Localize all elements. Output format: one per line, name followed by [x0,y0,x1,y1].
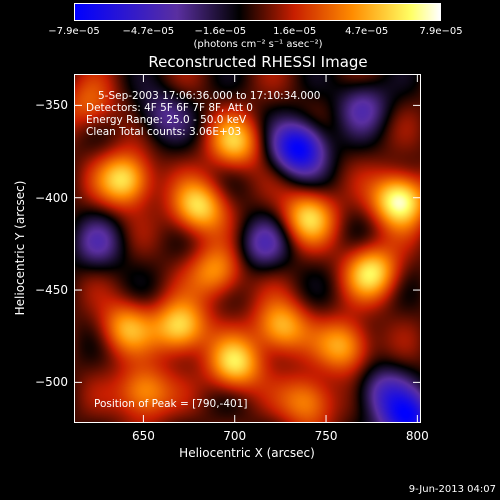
plot-area: 5-Sep-2003 17:06:36.000 to 17:10:34.000 … [74,74,421,423]
y-tick-label: −500 [35,375,68,390]
colorbar-tick-label: −7.9e−05 [48,26,100,37]
x-tick-label: 650 [131,429,155,443]
info-line-detectors: Detectors: 4F 5F 6F 7F 8F, Att 0 [86,102,253,115]
footer-timestamp: 9-Jun-2013 04:07 [408,484,496,495]
peak-position-text: Position of Peak = [790,-401] [94,398,248,410]
plot-title: Reconstructed RHESSI Image [148,53,368,71]
x-axis-title: Heliocentric X (arcsec) [179,446,315,460]
colorbar-tick-label: −1.6e−05 [194,26,247,37]
x-tick-labels: 650 700 750 800 [74,429,429,444]
colorbar-unit-label: (photons cm⁻² s⁻¹ asec⁻²) [193,39,323,50]
plot-axes [74,74,421,423]
y-tick-labels: −350 −400 −450 −500 [10,74,68,423]
colorbar [74,3,441,21]
y-tick-label: −450 [35,283,68,298]
info-line-time: 5-Sep-2003 17:06:36.000 to 17:10:34.000 [98,90,321,102]
colorbar-tick-label: 1.6e−05 [273,26,317,37]
info-line-energy: Energy Range: 25.0 - 50.0 keV [86,114,247,127]
colorbar-tick-label: 4.7e−05 [345,26,389,37]
colorbar-tick-label: 7.9e−05 [419,26,463,37]
x-tick-label: 750 [314,429,338,443]
heatmap-image [74,74,421,423]
x-tick-label: 800 [405,429,429,443]
y-tick-label: −400 [35,190,68,205]
colorbar-gradient [74,3,441,21]
y-axis-title: Heliocentric Y (arcsec) [13,180,27,316]
info-text: 5-Sep-2003 17:06:36.000 to 17:10:34.000 … [86,90,320,138]
colorbar-tick-label: −4.7e−05 [122,26,175,37]
x-tick-label: 700 [223,429,247,443]
plot-frame [74,74,421,423]
y-tick-label: −350 [35,98,68,113]
colorbar-ticks: −7.9e−05 −4.7e−05 −1.6e−05 1.6e−05 4.7e−05 7.… [48,26,462,39]
info-line-totals: Clean Total counts: 3.06E+03 [86,126,242,139]
